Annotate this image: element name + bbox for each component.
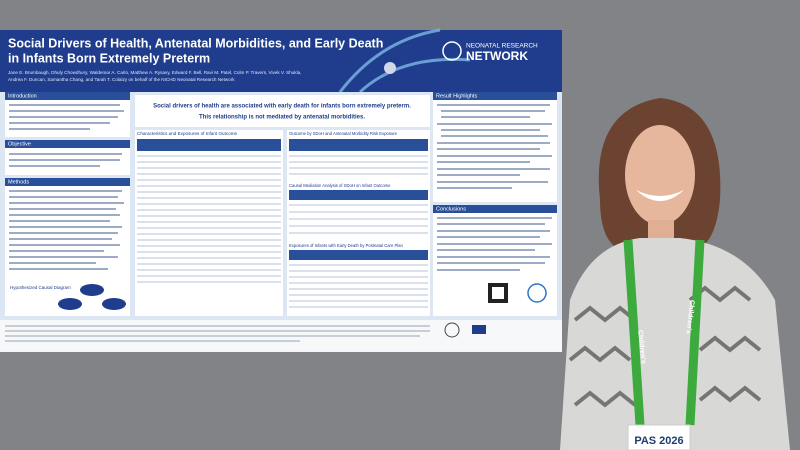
section-header	[5, 92, 130, 100]
section-header	[5, 140, 130, 148]
lanyard-text: Children's	[685, 300, 696, 335]
section-title: Conclusions	[436, 206, 466, 212]
poster-title: Social Drivers of Health, Antenatal Morb…	[8, 36, 383, 50]
section-header	[5, 178, 130, 186]
table-header	[289, 250, 428, 260]
causal-diagram	[58, 284, 126, 310]
face	[625, 125, 695, 225]
text-lines	[437, 104, 552, 271]
logo-icon	[442, 41, 462, 61]
key-message: Social drivers of health are associated …	[153, 104, 411, 110]
footer-logo	[472, 325, 486, 334]
section-title: Introduction	[8, 93, 37, 99]
text-lines	[9, 104, 124, 270]
table-panel	[287, 130, 430, 316]
qr-code	[492, 287, 504, 299]
table-rows	[137, 155, 428, 308]
logo: NETWORK	[466, 49, 528, 63]
section-title: Objective	[8, 141, 31, 147]
section-title: Methods	[8, 179, 29, 185]
smile	[636, 190, 684, 201]
section-title: Result Highlights	[436, 93, 478, 99]
panel	[5, 148, 130, 175]
table-title: Outcome by SDoH and Antenatal Morbidity …	[289, 131, 398, 136]
sweater-pattern	[568, 285, 762, 408]
poster-footer	[0, 320, 562, 350]
authors: Andrea F. Duncan, Samantha Chang, and Ta…	[8, 77, 235, 82]
table-title: Exposures of Infants with Early Death by…	[289, 243, 403, 248]
table-header	[289, 190, 428, 200]
authors: Jane E. Brumbaugh, Dhuly Chowdhury, Wald…	[8, 70, 301, 75]
footer-text	[5, 325, 430, 342]
section-header	[433, 92, 557, 100]
key-message-box	[135, 95, 430, 127]
badge-text: PAS 2026	[634, 435, 683, 447]
table-header	[289, 139, 428, 151]
table-header	[137, 139, 281, 151]
share-icon	[527, 283, 547, 303]
panel	[433, 100, 557, 202]
diagram-label: Hypothesized Causal Diagram	[10, 285, 71, 290]
section-header	[433, 205, 557, 213]
lanyard	[623, 239, 705, 426]
key-message: This relationship is not mediated by ant…	[199, 115, 365, 121]
table-title: Causal Mediation Analysis of SDoH on Inf…	[289, 183, 391, 188]
lanyard-text: Children's	[636, 330, 647, 365]
footer-logo	[444, 322, 460, 338]
poster-title: in Infants Born Extremely Preterm	[8, 51, 210, 65]
table-title: Characteristics and Exposures of Infant …	[137, 131, 238, 136]
logo: NEONATAL RESEARCH	[466, 43, 538, 50]
badge	[627, 424, 691, 450]
panel	[5, 100, 130, 137]
table-panel	[135, 130, 283, 316]
